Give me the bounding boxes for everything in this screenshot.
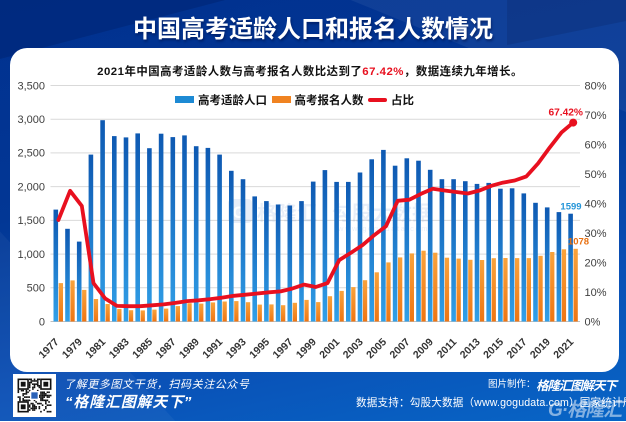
svg-text:2013: 2013: [458, 336, 483, 361]
svg-text:60%: 60%: [585, 139, 607, 151]
svg-text:40%: 40%: [585, 198, 607, 210]
svg-text:1995: 1995: [247, 336, 272, 361]
svg-text:1981: 1981: [83, 336, 108, 361]
svg-text:1987: 1987: [154, 336, 179, 361]
svg-text:70%: 70%: [585, 110, 607, 122]
svg-text:2,000: 2,000: [17, 181, 45, 193]
svg-text:50%: 50%: [585, 169, 607, 181]
svg-text:1985: 1985: [130, 336, 155, 361]
svg-text:1997: 1997: [271, 336, 296, 361]
svg-text:2009: 2009: [411, 336, 436, 361]
svg-text:20%: 20%: [585, 257, 607, 269]
svg-text:2017: 2017: [505, 336, 530, 361]
svg-text:0%: 0%: [585, 316, 601, 328]
svg-text:2007: 2007: [388, 336, 413, 361]
svg-text:1991: 1991: [200, 336, 225, 361]
svg-text:1,500: 1,500: [17, 215, 45, 227]
svg-text:2011: 2011: [435, 336, 460, 361]
svg-text:67.42%: 67.42%: [548, 108, 583, 119]
svg-text:500: 500: [27, 283, 45, 295]
svg-text:80%: 80%: [585, 80, 607, 92]
svg-text:1977: 1977: [37, 336, 62, 361]
svg-text:1989: 1989: [177, 336, 202, 361]
svg-text:2001: 2001: [317, 336, 342, 361]
svg-text:2005: 2005: [364, 336, 389, 361]
svg-text:1,000: 1,000: [17, 249, 45, 261]
svg-text:2021: 2021: [551, 336, 576, 361]
svg-text:30%: 30%: [585, 228, 607, 240]
svg-text:2019: 2019: [528, 336, 553, 361]
svg-text:1993: 1993: [224, 336, 249, 361]
svg-text:10%: 10%: [585, 287, 607, 299]
svg-text:3,500: 3,500: [17, 80, 45, 92]
svg-text:3,000: 3,000: [17, 114, 45, 126]
svg-text:1599: 1599: [560, 202, 581, 213]
svg-text:1979: 1979: [60, 336, 85, 361]
svg-text:0: 0: [39, 316, 45, 328]
svg-text:2015: 2015: [481, 336, 506, 361]
svg-text:1078: 1078: [568, 237, 589, 248]
svg-text:2,500: 2,500: [17, 148, 45, 160]
svg-text:1999: 1999: [294, 336, 319, 361]
svg-text:2003: 2003: [341, 336, 366, 361]
svg-text:1983: 1983: [107, 336, 132, 361]
